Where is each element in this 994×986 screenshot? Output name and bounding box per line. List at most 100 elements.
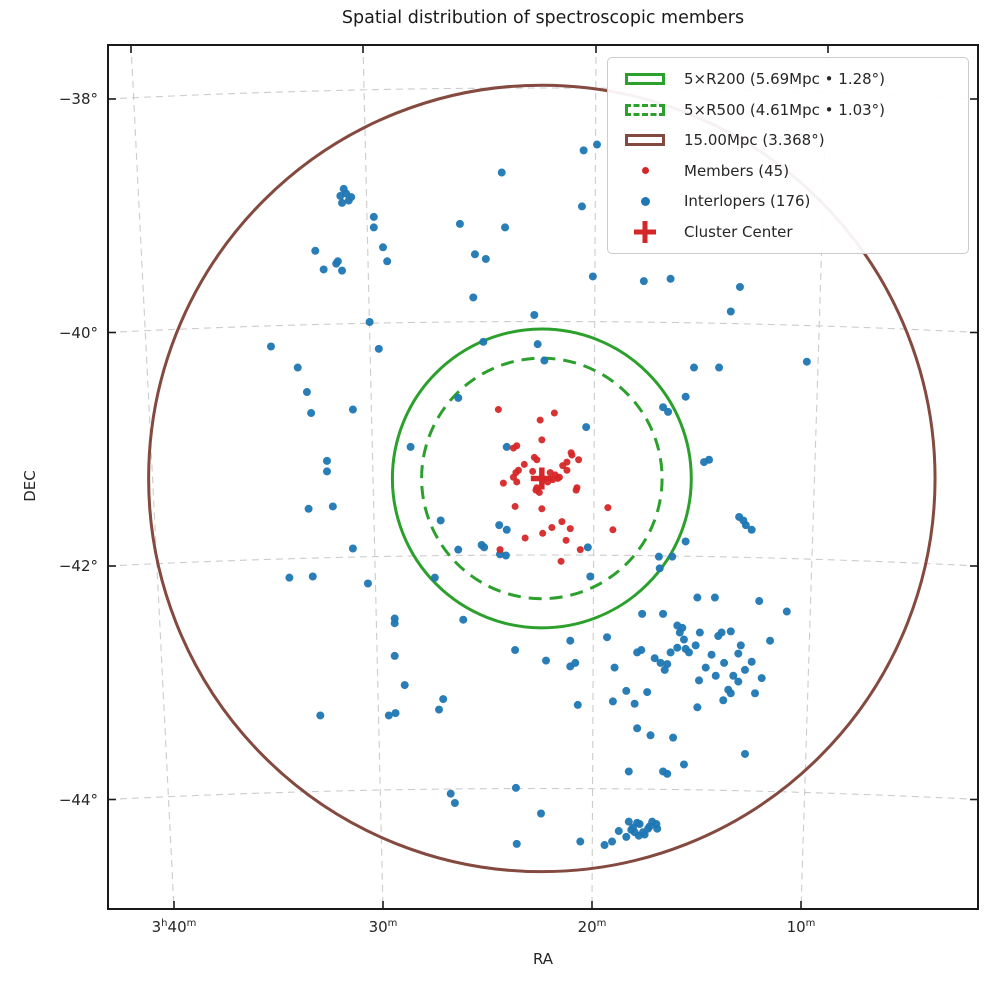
interloper-point xyxy=(588,272,597,281)
interloper-point xyxy=(435,705,444,714)
interloper-point xyxy=(633,724,642,733)
x-tick-label: 3h40m xyxy=(151,918,197,936)
x-tick-label: 20m xyxy=(577,918,607,936)
interloper-point xyxy=(663,769,672,778)
x-axis-label: RA xyxy=(532,950,554,968)
interloper-point xyxy=(719,696,728,705)
interloper-point xyxy=(610,663,619,672)
interloper-point xyxy=(576,837,585,846)
dec-gridline xyxy=(107,554,979,567)
interloper-point xyxy=(600,841,609,850)
member-point xyxy=(539,529,547,537)
interloper-point xyxy=(511,783,520,792)
interloper-point xyxy=(480,543,489,552)
member-point xyxy=(566,525,574,533)
member-point xyxy=(538,505,546,513)
interloper-point xyxy=(695,676,704,685)
interloper-point xyxy=(757,674,766,683)
member-point xyxy=(509,444,517,452)
member-point xyxy=(568,451,576,459)
interloper-point xyxy=(624,767,633,776)
interloper-point xyxy=(782,607,791,616)
y-tick-label: −42° xyxy=(58,557,98,575)
interloper-point xyxy=(656,658,665,667)
interloper-point xyxy=(436,516,445,525)
interloper-point xyxy=(566,636,575,645)
y-tick-label: −40° xyxy=(58,323,98,342)
ra-gridline xyxy=(591,44,597,910)
solid-rect-icon xyxy=(625,73,665,86)
interloper-point xyxy=(308,572,317,581)
interloper-point xyxy=(348,405,357,414)
y-tick-label: −38° xyxy=(58,90,98,108)
interloper-point xyxy=(622,686,631,695)
interloper-point xyxy=(390,651,399,660)
ra-gridline xyxy=(130,44,175,910)
interloper-point xyxy=(344,196,353,205)
interloper-point xyxy=(726,689,735,698)
legend-item: Cluster Center xyxy=(616,217,960,247)
interloper-point xyxy=(502,442,511,451)
legend-item: Members (45) xyxy=(616,156,960,186)
member-point xyxy=(558,518,566,526)
interloper-point xyxy=(365,317,374,326)
interloper-point xyxy=(637,646,646,655)
interloper-point xyxy=(681,537,690,546)
interloper-point xyxy=(497,168,506,177)
legend-item: 5×R200 (5.69Mpc • 1.28°) xyxy=(616,64,960,94)
member-point xyxy=(538,436,546,444)
solid-rect-icon xyxy=(625,134,665,147)
interloper-point xyxy=(766,636,775,645)
member-point xyxy=(563,466,571,474)
interloper-point xyxy=(266,342,275,351)
interloper-point xyxy=(311,246,320,255)
interloper-point xyxy=(430,573,439,582)
legend-label: 5×R500 (4.61Mpc • 1.03°) xyxy=(684,100,886,119)
interloper-point xyxy=(655,564,664,573)
interloper-point xyxy=(635,820,644,829)
member-point xyxy=(529,467,537,475)
legend-circle-swatch xyxy=(622,103,668,116)
member-point xyxy=(494,406,502,414)
dec-gridline xyxy=(107,320,979,334)
interloper-point xyxy=(302,388,311,397)
interloper-point xyxy=(450,799,459,808)
interloper-point xyxy=(669,733,678,742)
interloper-point xyxy=(537,809,546,818)
interloper-point xyxy=(614,827,623,836)
legend-label: Interlopers (176) xyxy=(684,192,811,211)
interloper-point xyxy=(333,257,342,266)
member-point xyxy=(557,557,565,565)
interloper-point xyxy=(640,830,649,839)
member-point xyxy=(496,546,504,554)
member-point xyxy=(548,523,556,531)
interloper-point xyxy=(495,521,504,530)
interloper-point xyxy=(459,615,468,624)
legend-circle-swatch xyxy=(622,134,668,147)
interloper-point xyxy=(285,573,294,582)
legend-item: Interlopers (176) xyxy=(616,186,960,216)
interloper-point xyxy=(663,660,672,669)
interloper-point xyxy=(734,677,743,686)
dashed-rect-icon xyxy=(625,103,665,116)
dec-gridline xyxy=(107,787,979,801)
interloper-point xyxy=(479,337,488,346)
interloper-point xyxy=(530,310,539,319)
interloper-point xyxy=(726,627,735,636)
interloper-point xyxy=(338,266,347,275)
member-point xyxy=(533,456,541,464)
interloper-point xyxy=(571,658,580,667)
dot-icon xyxy=(640,196,650,206)
member-point xyxy=(604,504,612,512)
interloper-point xyxy=(579,146,588,155)
member-point xyxy=(499,479,507,487)
interloper-point xyxy=(681,644,690,653)
interloper-point xyxy=(533,340,542,349)
member-point xyxy=(572,486,580,494)
interloper-point xyxy=(717,628,726,637)
legend-label: 5×R200 (5.69Mpc • 1.28°) xyxy=(684,70,886,89)
ra-gridline xyxy=(362,44,384,910)
interloper-point xyxy=(439,695,448,704)
